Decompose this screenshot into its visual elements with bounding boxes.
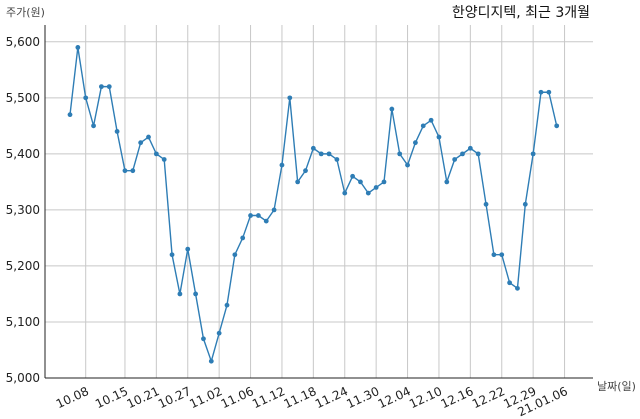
data-point — [452, 157, 458, 162]
y-tick-label: 5,600 — [6, 35, 40, 49]
y-tick-label: 5,400 — [6, 147, 40, 161]
data-point — [279, 162, 285, 168]
y-tick-labels: 5,000 5,100 5,200 5,300 5,400 5,500 5,600 — [6, 35, 40, 385]
data-point — [334, 157, 340, 162]
data-point — [224, 302, 230, 308]
data-point — [381, 179, 387, 185]
data-point — [248, 213, 253, 218]
data-point — [295, 179, 301, 185]
data-point — [232, 252, 238, 258]
data-point — [420, 123, 426, 129]
x-tick-label: 10.08 — [54, 384, 91, 411]
y-tick-label: 5,000 — [6, 371, 40, 385]
data-point — [161, 157, 167, 162]
data-point — [546, 89, 552, 95]
data-point — [263, 218, 269, 224]
data-point — [99, 84, 104, 90]
data-point — [530, 151, 536, 157]
data-point — [91, 123, 96, 129]
data-point — [342, 190, 348, 196]
data-point — [310, 145, 316, 151]
data-point — [373, 185, 379, 190]
x-tick-labels: 10.08 10.1510.2110.2711.0211.0611.1211.18… — [54, 384, 570, 419]
y-tick-label: 5,100 — [6, 315, 40, 329]
data-point — [122, 168, 128, 174]
data-point — [460, 151, 465, 157]
data-point — [287, 95, 293, 101]
data-point — [169, 252, 175, 258]
data-point — [185, 246, 191, 252]
data-point — [483, 201, 489, 207]
data-point — [515, 285, 520, 291]
data-point — [271, 207, 277, 213]
data-point — [507, 280, 512, 286]
data-point — [365, 190, 371, 196]
data-point — [405, 162, 410, 168]
data-point — [413, 140, 418, 146]
data-point — [193, 291, 199, 297]
data-point — [153, 151, 159, 157]
y-tick-label: 5,300 — [6, 203, 40, 217]
data-point — [177, 291, 183, 297]
data-point — [358, 179, 363, 185]
data-point — [326, 151, 332, 157]
data-point — [130, 168, 136, 174]
price-series-points — [67, 45, 560, 364]
data-point — [397, 151, 403, 157]
data-point — [201, 336, 206, 342]
data-point — [138, 140, 144, 146]
data-point — [208, 358, 214, 364]
data-point — [436, 134, 442, 140]
data-point — [475, 151, 481, 157]
y-axis-label: 주가(원) — [6, 6, 45, 19]
data-point — [146, 134, 151, 140]
data-point — [389, 106, 395, 112]
data-point — [554, 123, 560, 129]
data-point — [499, 252, 505, 258]
data-point — [491, 252, 497, 258]
data-point — [106, 84, 112, 90]
data-point — [467, 145, 473, 151]
data-point — [67, 112, 73, 118]
data-point — [256, 213, 261, 218]
y-grid — [45, 41, 593, 323]
data-point — [318, 151, 324, 157]
x-axis-label: 날짜(일) — [597, 379, 636, 393]
data-point — [114, 129, 120, 134]
data-point — [240, 235, 246, 241]
x-grid — [85, 25, 566, 378]
data-point — [350, 173, 355, 179]
y-tick-label: 5,200 — [6, 259, 40, 273]
data-point — [83, 95, 89, 101]
chart-title: 한양디지텍, 최근 3개월 — [452, 5, 590, 21]
data-point — [522, 201, 528, 207]
data-point — [216, 330, 222, 336]
data-point — [444, 179, 450, 185]
data-point — [538, 89, 544, 95]
data-point — [75, 45, 81, 50]
data-point — [303, 168, 308, 174]
y-tick-label: 5,500 — [6, 91, 40, 105]
data-point — [428, 117, 434, 123]
